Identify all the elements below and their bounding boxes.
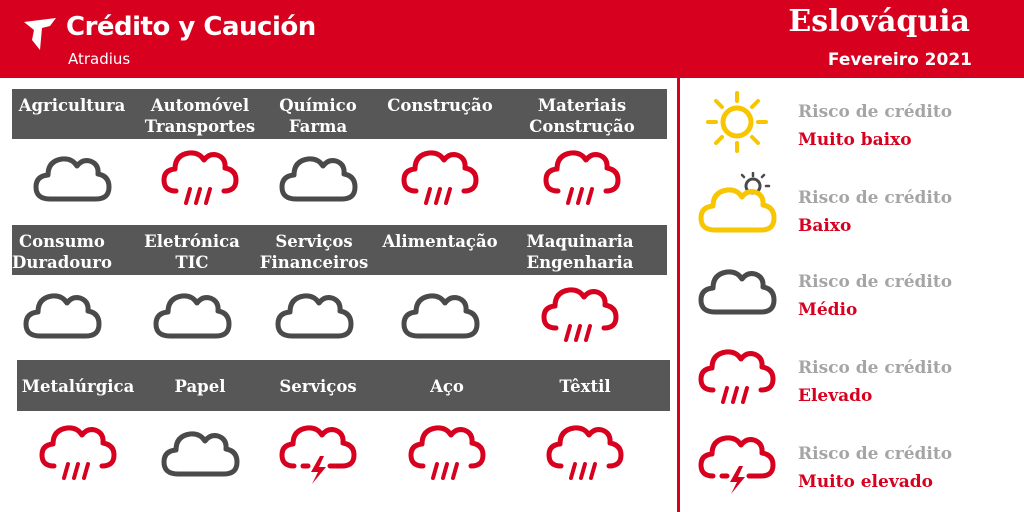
rain-cloud-icon xyxy=(38,420,118,485)
rain-cloud-icon xyxy=(407,420,487,485)
cloud-icon xyxy=(274,282,354,347)
sector-label-line: Têxtil xyxy=(559,377,611,396)
sector-label-line: Duradouro xyxy=(12,253,112,272)
sun-cloud-icon xyxy=(697,171,777,237)
brand-logo-icon xyxy=(24,18,56,50)
legend-title: Risco de crédito xyxy=(798,272,953,292)
sector-label: Metalúrgica xyxy=(8,376,148,397)
sector-label: Papel xyxy=(130,376,270,397)
header-bar: Crédito y Caución Atradius Eslováquia Fe… xyxy=(0,0,1024,78)
sector-label: Construção xyxy=(370,95,510,116)
sector-label: Serviços Financeiros xyxy=(244,231,384,273)
sector-label: Alimentação xyxy=(370,231,510,252)
legend-value: Muito elevado xyxy=(798,472,933,492)
rain-cloud-icon xyxy=(160,145,240,210)
brand-subtitle: Atradius xyxy=(68,50,131,68)
sector-label: Consumo Duradouro xyxy=(0,231,132,273)
sector-label-line: TIC xyxy=(175,253,209,272)
cloud-icon xyxy=(400,282,480,347)
legend-title: Risco de crédito xyxy=(798,444,953,464)
sector-label-line: Materiais xyxy=(537,96,627,115)
report-date: Fevereiro 2021 xyxy=(827,50,972,70)
sector-label-line: Químico xyxy=(279,96,357,115)
sector-label-line: Construção xyxy=(529,117,635,136)
rain-cloud-icon xyxy=(542,145,622,210)
legend-value: Muito baixo xyxy=(798,130,912,150)
sector-label-line: Papel xyxy=(174,377,226,396)
sector-label-line: Consumo xyxy=(19,232,105,251)
sector-label-line: Engenharia xyxy=(526,253,634,272)
brand-name: Crédito y Caución xyxy=(66,12,316,42)
sector-row-band xyxy=(12,89,667,139)
storm-cloud-icon xyxy=(697,430,777,495)
sector-label-line: Automóvel xyxy=(150,96,250,115)
sector-label: Maquinaria Engenharia xyxy=(510,231,650,273)
legend-title: Risco de crédito xyxy=(798,102,953,122)
cloud-icon xyxy=(160,420,240,485)
cloud-icon xyxy=(152,282,232,347)
cloud-icon xyxy=(697,258,777,323)
sector-label-line: Financeiros xyxy=(259,253,369,272)
sector-label-line: Maquinaria xyxy=(526,232,634,251)
cloud-icon xyxy=(278,145,358,210)
sector-label-line: Farma xyxy=(288,117,348,136)
cloud-icon xyxy=(22,282,102,347)
legend-value: Elevado xyxy=(798,386,873,406)
vertical-divider xyxy=(677,78,680,512)
sector-label: Materiais Construção xyxy=(512,95,652,137)
sun-icon xyxy=(697,90,777,155)
sector-row-band xyxy=(17,360,670,411)
sector-label-line: Construção xyxy=(387,96,493,115)
sector-label-line: Serviços xyxy=(275,232,353,251)
sector-label: Químico Farma xyxy=(248,95,388,137)
sector-label-line: Transportes xyxy=(144,117,256,136)
sector-label-line: Serviços xyxy=(279,377,357,396)
sector-label-line: Eletrónica xyxy=(144,232,240,251)
sector-label: Aço xyxy=(377,376,517,397)
rain-cloud-icon xyxy=(697,344,777,409)
sector-label-line: Agricultura xyxy=(18,96,126,115)
legend-value: Médio xyxy=(798,300,858,320)
rain-cloud-icon xyxy=(400,145,480,210)
sector-label: Têxtil xyxy=(515,376,655,397)
sector-label: Serviços xyxy=(248,376,388,397)
country-title: Eslováquia xyxy=(788,4,970,39)
legend-value: Baixo xyxy=(798,216,852,236)
sector-label: Automóvel Transportes xyxy=(130,95,270,137)
sector-row-band xyxy=(12,225,667,275)
sector-label: Eletrónica TIC xyxy=(122,231,262,273)
sector-label: Agricultura xyxy=(2,95,142,116)
sector-label-line: Metalúrgica xyxy=(21,377,135,396)
cloud-icon xyxy=(32,145,112,210)
rain-cloud-icon xyxy=(545,420,625,485)
sector-label-line: Aço xyxy=(430,377,464,396)
sector-label-line: Alimentação xyxy=(382,232,498,251)
storm-cloud-icon xyxy=(278,420,358,485)
legend-title: Risco de crédito xyxy=(798,188,953,208)
rain-cloud-icon xyxy=(540,282,620,347)
legend-title: Risco de crédito xyxy=(798,358,953,378)
